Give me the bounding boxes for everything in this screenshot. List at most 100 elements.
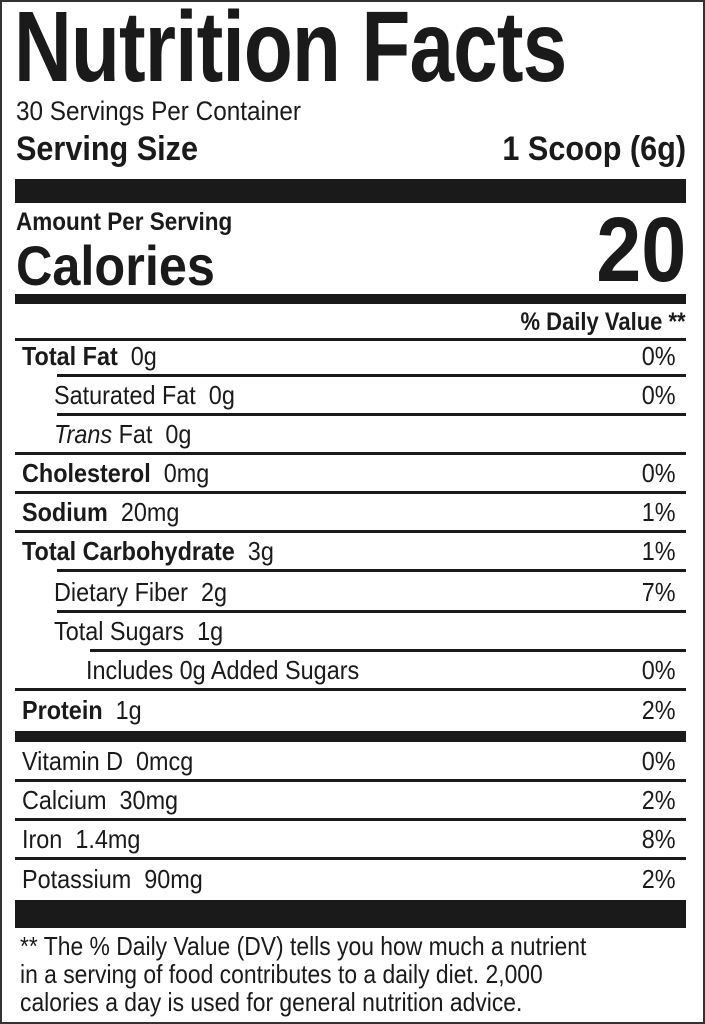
nutrient-row: Total Fat 0g 0%: [15, 341, 686, 377]
calories-label: Calories: [16, 238, 237, 294]
servings-text: 30 Servings Per Container: [16, 96, 302, 126]
nutrient-name: Protein: [22, 695, 103, 725]
calories-value-text: 20: [595, 199, 686, 301]
nutrient-label: Potassium 90mg: [22, 864, 223, 894]
nutrient-name: Total Carbohydrate: [22, 536, 235, 566]
nutrient-row: Calcium 30mg 2%: [15, 782, 686, 821]
nutrient-name: Cholesterol: [22, 458, 151, 488]
nutrient-label-text: Total Fat 0g: [22, 341, 157, 371]
nutrient-name: Includes 0g Added Sugars: [86, 655, 360, 685]
nutrient-name: Iron: [22, 824, 63, 854]
row-divider: [15, 491, 686, 494]
nutrient-daily-value: 7%: [638, 577, 676, 607]
nutrient-daily-value: 0%: [638, 458, 676, 488]
title-text: Nutrition Facts: [14, 0, 567, 103]
nutrient-row: Vitamin D 0mcg 0%: [15, 742, 686, 782]
nutrient-daily-value: 2%: [638, 785, 676, 815]
nutrient-daily-value: 0%: [638, 655, 676, 685]
nutrient-label: Protein 1g: [22, 695, 155, 725]
servings-per-container: 30 Servings Per Container: [16, 96, 333, 127]
nutrient-row: Dietary Fiber 2g 7%: [15, 572, 686, 613]
row-divider: [15, 688, 686, 691]
nutrient-dv-text: 1%: [642, 497, 676, 527]
nutrient-row: Protein 1g 2%: [15, 691, 686, 731]
nutrient-amount: 30mg: [119, 785, 179, 815]
footnote-text: ** The % Daily Value (DV) tells you how …: [20, 931, 587, 961]
nutrient-name: Calcium: [22, 785, 107, 815]
serving-size-label: Serving Size: [16, 129, 218, 169]
nutrient-amount: 0mg: [163, 458, 210, 488]
nutrient-label-text: Total Carbohydrate 3g: [22, 536, 274, 566]
nutrient-name: Potassium: [22, 864, 132, 894]
nutrient-dv-text: 1%: [642, 536, 676, 566]
nutrient-name: Sodium: [22, 497, 108, 527]
nutrient-label: Trans Fat 0g: [54, 419, 207, 449]
footnote-line: calories a day is used for general nutri…: [20, 989, 591, 1016]
nutrient-row: Saturated Fat 0g 0%: [15, 377, 686, 416]
row-divider: [15, 818, 686, 821]
nutrient-amount: 90mg: [144, 864, 203, 894]
nutrient-amount: 0g: [165, 419, 192, 449]
nutrient-amount: 1g: [197, 616, 224, 646]
nutrient-amount: 3g: [247, 536, 274, 566]
label-title: Nutrition Facts: [14, 0, 705, 103]
nutrient-row: Cholesterol 0mg 0%: [15, 455, 686, 494]
nutrient-label-text: Protein 1g: [22, 695, 142, 725]
nutrient-label: Vitamin D 0mcg: [22, 746, 212, 776]
row-divider: [90, 649, 686, 652]
nutrient-label-text: Vitamin D 0mcg: [22, 746, 193, 776]
thick-divider: [15, 179, 686, 203]
nutrient-row: Trans Fat 0g: [15, 416, 686, 455]
row-divider: [57, 413, 686, 416]
nutrient-dv-text: 0%: [642, 746, 676, 776]
nutrient-row: Includes 0g Added Sugars 0%: [15, 652, 686, 691]
nutrient-daily-value: 0%: [638, 341, 676, 371]
calories-label-text: Calories: [16, 234, 215, 297]
nutrient-label-text: Trans Fat 0g: [54, 419, 191, 449]
nutrient-label-text: Total Sugars 1g: [54, 616, 223, 646]
nutrient-label-text: Sodium 20mg: [22, 497, 179, 527]
row-divider: [15, 530, 686, 533]
footnote-text: calories a day is used for general nutri…: [20, 987, 523, 1017]
nutrient-daily-value: 8%: [638, 824, 676, 854]
nutrient-amount: 2g: [200, 577, 227, 607]
nutrient-label: Sodium 20mg: [22, 497, 197, 527]
medium-divider: [15, 294, 686, 304]
nutrient-daily-value: 0%: [638, 746, 676, 776]
nutrient-daily-value: 2%: [638, 695, 676, 725]
nutrient-row: Total Sugars 1g: [15, 613, 686, 652]
nutrient-daily-value: 1%: [638, 497, 676, 527]
nutrient-row: Iron 1.4mg 8%: [15, 821, 686, 860]
nutrient-label-text: Saturated Fat 0g: [54, 380, 235, 410]
nutrient-name: Fat: [118, 419, 153, 449]
row-divider: [57, 374, 686, 377]
nutrient-row: Sodium 20mg 1%: [15, 494, 686, 533]
nutrient-label: Total Fat 0g: [22, 341, 172, 371]
nutrient-name-italic: Trans: [54, 419, 113, 449]
nutrient-label-text: Iron 1.4mg: [22, 824, 140, 854]
nutrient-name: Total Fat: [22, 341, 118, 371]
nutrient-amount: 1.4mg: [75, 824, 141, 854]
nutrient-daily-value: 0%: [638, 380, 676, 410]
nutrient-dv-text: 8%: [642, 824, 676, 854]
footnote-line: in a serving of food contributes to a da…: [20, 961, 614, 988]
row-divider: [57, 569, 686, 572]
nutrient-dv-text: 0%: [642, 458, 676, 488]
nutrient-label: Cholesterol 0mg: [22, 458, 230, 488]
calories-value: 20: [584, 199, 686, 301]
daily-value-header: % Daily Value **: [498, 307, 686, 337]
serving-size-value-text: 1 Scoop (6g): [502, 130, 686, 168]
daily-value-header-text: % Daily Value **: [520, 308, 686, 336]
nutrient-row: Total Carbohydrate 3g 1%: [15, 533, 686, 572]
nutrient-amount: 0g: [130, 341, 157, 371]
nutrient-amount: 1g: [115, 695, 142, 725]
footnote-line: ** The % Daily Value (DV) tells you how …: [20, 933, 664, 960]
nutrient-label: Total Sugars 1g: [54, 616, 242, 646]
nutrient-amount: 0mcg: [136, 746, 194, 776]
row-divider: [57, 610, 686, 613]
footnote-text: in a serving of food contributes to a da…: [20, 959, 543, 989]
row-divider: [15, 452, 686, 455]
nutrient-dv-text: 0%: [642, 380, 676, 410]
nutrient-label: Dietary Fiber 2g: [54, 577, 246, 607]
